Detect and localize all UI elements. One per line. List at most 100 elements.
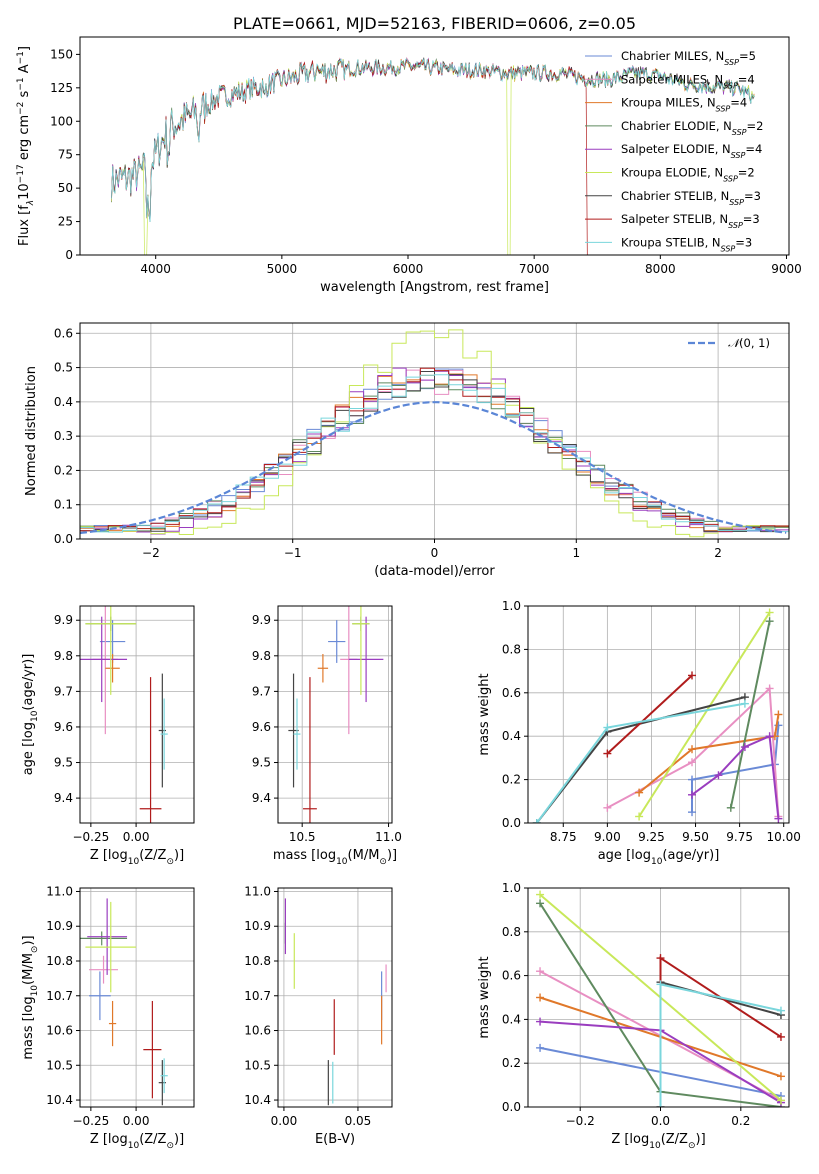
age-vs-Z-points (80, 606, 168, 823)
age-vs-Z-xlabel-part: )] (174, 848, 184, 863)
age-vs-mass-ytick-label: 9.8 (252, 649, 271, 663)
spectrum-ytick-label: 0 (65, 248, 73, 262)
weight-vs-age-ytick-label: 0.4 (502, 729, 521, 743)
weight-vs-age-xtick-label: 8.75 (550, 830, 577, 844)
spectrum-xlabel: wavelength [Angstrom, rest frame] (320, 280, 549, 295)
spectrum-xtick-label: 4000 (140, 262, 171, 276)
mass-vs-Z-ytick-label: 11.0 (46, 884, 73, 898)
spectrum-ytick-label: 125 (50, 81, 73, 95)
residuals-ylabel: Normed distribution (24, 366, 39, 496)
mass-vs-Z-frame (79, 887, 195, 1108)
mass-vs-Z-ytick-label: 10.7 (46, 989, 73, 1003)
mass-vs-EBV-ytick-label: 10.7 (244, 989, 271, 1003)
spectrum-ylabel-part: erg cm (17, 115, 32, 164)
mass-vs-EBV-ytick-label: 10.8 (244, 954, 271, 968)
weight-vs-age-xlabel-part: (age/yr)] (662, 848, 719, 863)
mass-vs-EBV-frame (277, 887, 393, 1108)
legend-label-sub: SSP (728, 221, 743, 230)
mass-vs-EBV-xlabel: E(B-V) (315, 1132, 355, 1147)
residuals-legend: 𝒩(0, 1) (688, 336, 770, 350)
weight-vs-age-xlabel-part: age [log (598, 848, 651, 863)
residuals-xtick-label: −2 (142, 546, 160, 560)
legend-label-4: Salpeter ELODIE, NSSP=4 (621, 142, 762, 160)
legend-normal-label: 𝒩(0, 1) (728, 336, 770, 350)
age-vs-Z-xlabel-part: Z [log (90, 848, 128, 863)
spectrum-lines (111, 56, 755, 255)
weight-vs-Z-xlabel-part: ⊙ (688, 1141, 696, 1151)
age-vs-mass-frame (277, 605, 393, 824)
spectrum-ytick-label: 25 (58, 215, 73, 229)
residuals-ytick-label: 0.4 (54, 395, 73, 409)
age-vs-mass-ytick-label: 9.5 (252, 756, 271, 770)
age-vs-mass-ytick-label: 9.9 (252, 613, 271, 627)
legend-label-text: Salpeter ELODIE, N (621, 142, 731, 156)
spectrum-ylabel-part: −1 (16, 77, 26, 90)
legend-label-6: Chabrier STELIB, NSSP=3 (621, 189, 761, 207)
weight-vs-Z-ytick-label: 0.4 (502, 1012, 521, 1026)
spectrum-ylabel-part: A (17, 64, 32, 77)
spectrum-axes: 4000 5000 6000 7000 8000 9000 0 25 50 75 100 125 150… (16, 14, 802, 295)
residuals-ytick-label: 0.5 (54, 361, 73, 375)
mass-vs-Z-points (80, 898, 168, 1106)
mass-vs-EBV-ytick-label: 10.4 (244, 1093, 271, 1107)
spectrum-xtick-label: 9000 (771, 262, 802, 276)
legend-label-text: Kroupa ELODIE, N (621, 166, 723, 180)
weight-vs-age-xtick-label: 10.00 (767, 830, 801, 844)
weight-vs-age-frame (527, 605, 790, 824)
age-vs-Z-ytick-label: 9.6 (54, 720, 73, 734)
age-vs-Z-xlabel-part: (Z/Z (139, 848, 166, 863)
legend-label-text: Salpeter MILES, N (621, 72, 723, 86)
residuals-frame (79, 322, 790, 540)
age-vs-mass-xtick-label: 11.0 (375, 830, 402, 844)
weight-vs-Z-xtick-label: −0.2 (566, 1114, 595, 1128)
legend-label-sub: SSP (721, 244, 736, 253)
age-vs-mass-axes: 10.5 11.0 9.4 9.5 9.6 9.7 9.8 9.9 mass [log10(M/… (252, 605, 402, 867)
residuals-ytick-label: 0.1 (54, 498, 73, 512)
residual-hist-5 (80, 329, 789, 538)
mass-vs-EBV-ytick-label: 10.6 (244, 1024, 271, 1038)
weight-vs-age-xtick-label: 9.25 (638, 830, 665, 844)
weight-vs-age-line-5 (638, 611, 771, 818)
age-vs-mass-points (288, 606, 384, 823)
legend-label-3: Chabrier ELODIE, NSSP=2 (621, 119, 763, 137)
mass-vs-Z-ytick-label: 10.4 (46, 1093, 73, 1107)
legend-label-n: =2 (738, 166, 755, 180)
residuals-ytick-label: 0.3 (54, 429, 73, 443)
weight-vs-age-line-6 (536, 696, 746, 823)
spectrum-ytick-label: 75 (58, 148, 73, 162)
weight-vs-age-xlabel-part: 10 (651, 857, 663, 867)
mass-vs-Z-xlabel: Z [log10(Z/Z⊙)] (90, 1132, 184, 1151)
age-vs-Z-ytick-label: 9.9 (54, 613, 73, 627)
spectrum-ylabel-part: −1 (16, 51, 26, 64)
residuals-xtick-label: −1 (284, 546, 302, 560)
age-vs-Z-xtick-label: −0.25 (72, 830, 109, 844)
mass-vs-Z-ylabel: mass [log10(M/M⊙)] (21, 935, 40, 1059)
normal-curve (80, 401, 787, 535)
residual-hist-8 (80, 374, 789, 533)
mass-vs-Z-ytick-label: 10.6 (46, 1024, 73, 1038)
age-vs-mass-xlabel-part: ⊙ (379, 857, 387, 867)
mass-vs-Z-ylabel-part: )] (21, 935, 36, 945)
mass-vs-Z-xtick-label: −0.25 (72, 1114, 109, 1128)
legend-label-text: Chabrier STELIB, N (621, 189, 729, 203)
mass-vs-Z-ytick-label: 10.5 (46, 1058, 73, 1072)
weight-vs-age-line-7 (606, 674, 693, 755)
mass-vs-Z-xlabel-part: 10 (128, 1141, 140, 1151)
age-vs-Z-xlabel-part: ⊙ (166, 857, 174, 867)
spectrum-ylabel-part: 10 (17, 183, 32, 200)
legend-label-n: =4 (738, 72, 755, 86)
spectrum-line-8 (111, 58, 755, 222)
age-vs-mass-xlabel-part: )] (387, 848, 397, 863)
legend-label-text: Kroupa STELIB, N (621, 235, 721, 249)
age-vs-Z-xtick-label: 0.00 (123, 830, 150, 844)
legend-label-n: =3 (744, 189, 761, 203)
weight-vs-Z-xlabel-part: Z [log (611, 1132, 649, 1147)
weight-vs-age-xtick-label: 9.50 (682, 830, 709, 844)
weight-vs-Z-ytick-label: 1.0 (502, 881, 521, 895)
spectrum-ytick-label: 150 (50, 47, 73, 61)
age-vs-Z-axes: −0.25 0.009.49.59.69.79.89.9Z [log10(Z/Z⊙… (21, 605, 195, 867)
legend-label-sub: SSP (731, 151, 746, 160)
age-vs-mass-xlabel-part: 10 (336, 857, 348, 867)
